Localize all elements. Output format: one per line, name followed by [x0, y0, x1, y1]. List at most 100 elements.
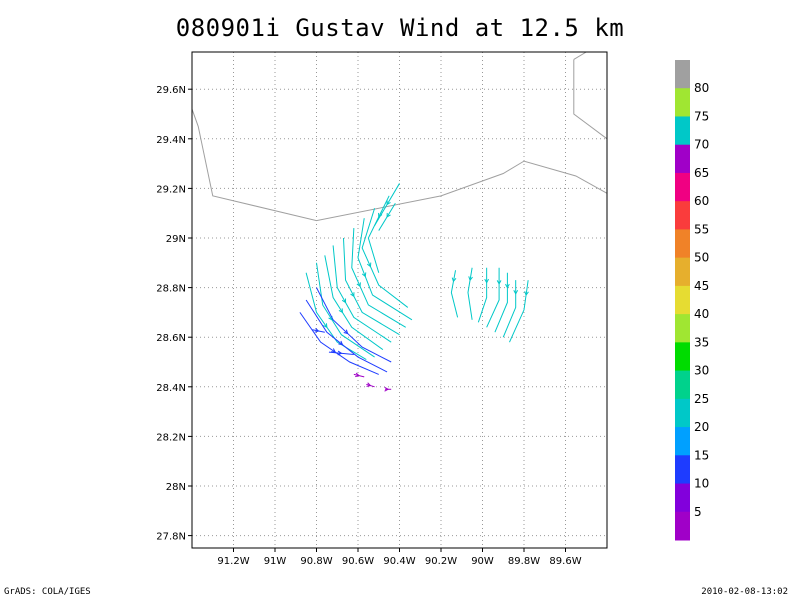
wind-streamline: [324, 255, 384, 351]
lon-tick-label: 89.6W: [549, 556, 581, 567]
colorbar-label: 15: [694, 448, 709, 462]
lat-tick-label: 28.6N: [156, 333, 186, 344]
coastline-segment: [191, 108, 608, 222]
colorbar-swatch: [675, 427, 690, 456]
lon-tick-label: 91.2W: [217, 556, 249, 567]
lon-tick-label: 90.8W: [300, 556, 332, 567]
wind-arrowhead: [386, 200, 391, 206]
lon-tick-label: 90.4W: [383, 556, 415, 567]
colorbar-swatch: [675, 229, 690, 259]
wind-arrowhead: [338, 340, 344, 346]
wind-arrowhead: [341, 298, 347, 304]
lat-tick-label: 29.2N: [156, 184, 186, 195]
wind-streamlines: [299, 183, 529, 392]
wind-streamline: [342, 237, 400, 336]
colorbar-label: 50: [694, 251, 709, 265]
wind-streamline: [450, 270, 459, 318]
wind-arrowhead: [356, 282, 361, 288]
wind-streamline: [494, 272, 508, 333]
lat-tick-label: 29.6N: [156, 85, 186, 96]
map-title: 080901i Gustav Wind at 12.5 km: [175, 14, 625, 42]
colorbar-swatch: [675, 398, 690, 428]
wind-arrowhead: [314, 328, 320, 333]
wind-arrowhead: [496, 280, 502, 285]
colorbar-label: 55: [694, 222, 709, 236]
colorbar-label: 10: [694, 477, 709, 491]
lat-tick-label: 29N: [166, 234, 186, 245]
colorbar-swatch: [675, 342, 690, 372]
lat-tick-label: 28.4N: [156, 383, 186, 394]
colorbar-swatch: [675, 144, 690, 174]
wind-arrowhead: [513, 290, 519, 295]
wind-arrowhead: [338, 308, 343, 314]
lon-tick-label: 90W: [471, 556, 494, 567]
wind-streamline: [316, 287, 392, 363]
colorbar-swatch: [675, 483, 690, 513]
colorbar-swatch: [675, 116, 690, 146]
wind-arrowhead: [468, 276, 473, 282]
footer-credit: GrADS: COLA/IGES: [4, 587, 91, 597]
colorbar-swatch: [675, 314, 690, 343]
wind-arrowhead: [350, 292, 355, 298]
lon-tick-label: 89.8W: [508, 556, 540, 567]
colorbar: 80 75 70 65 60 55 50 45 40 35 30 25 20 15 10 5: [675, 60, 709, 541]
colorbar-label: 70: [694, 138, 709, 152]
colorbar-label: 65: [694, 166, 709, 180]
wind-arrowhead: [343, 329, 349, 335]
wind-arrowhead: [355, 372, 361, 378]
footer-timestamp: 2010-02-08-13:02: [701, 587, 788, 597]
coastline-segment: [573, 51, 587, 60]
colorbar-label: 40: [694, 307, 709, 321]
wind-arrowhead: [366, 262, 372, 268]
colorbar-swatch: [675, 285, 690, 315]
wind-streamline: [305, 299, 388, 373]
colorbar-label: 80: [694, 81, 709, 95]
wind-streamline: [477, 267, 488, 323]
lat-tick-label: 29.4N: [156, 135, 186, 146]
colorbar-label: 5: [694, 505, 702, 519]
wind-arrowhead: [451, 277, 457, 283]
lat-tick-label: 28.2N: [156, 432, 186, 443]
colorbar-label: 45: [694, 279, 709, 293]
colorbar-swatch: [675, 511, 690, 541]
colorbar-swatch: [675, 370, 690, 400]
wind-arrowhead: [337, 350, 343, 356]
colorbar-swatch: [675, 60, 690, 89]
wind-arrowhead: [524, 291, 529, 297]
wind-streamline: [509, 280, 529, 343]
wind-streamline: [486, 267, 500, 328]
wind-arrowhead: [505, 283, 510, 289]
wind-arrowhead: [331, 348, 337, 353]
colorbar-swatch: [675, 172, 690, 202]
colorbar-label: 60: [694, 194, 709, 208]
wind-arrowhead: [384, 386, 390, 392]
lat-tick-label: 28.8N: [156, 284, 186, 295]
wind-streamline: [467, 267, 473, 320]
wind-arrowhead: [386, 212, 391, 218]
lat-tick-label: 27.8N: [156, 532, 186, 543]
wind-arrowhead: [484, 278, 490, 284]
colorbar-swatch: [675, 201, 690, 230]
lon-tick-label: 91W: [264, 556, 287, 567]
axis-ticks: 91.2W 91W 90.8W 90.6W 90.4W 90.2W 90W 89.8W 89.6…: [156, 85, 581, 567]
colorbar-label: 20: [694, 420, 709, 434]
lat-tick-label: 28N: [166, 482, 186, 493]
colorbar-label: 30: [694, 364, 709, 378]
wind-arrowhead: [361, 272, 367, 278]
lon-tick-label: 90.6W: [342, 556, 374, 567]
wind-streamline: [361, 208, 409, 308]
wind-streamline: [305, 272, 367, 360]
colorbar-label: 35: [694, 335, 709, 349]
colorbar-label: 75: [694, 109, 709, 123]
coastline: [191, 51, 608, 222]
colorbar-swatch: [675, 257, 690, 287]
lon-tick-label: 90.2W: [425, 556, 457, 567]
coastline-segment: [573, 59, 608, 140]
colorbar-label: 25: [694, 392, 709, 406]
grid-lines: [192, 52, 607, 548]
wind-arrowhead: [323, 323, 328, 329]
wind-streamline: [502, 280, 517, 338]
colorbar-swatch: [675, 88, 690, 117]
wind-arrowhead: [366, 382, 372, 387]
